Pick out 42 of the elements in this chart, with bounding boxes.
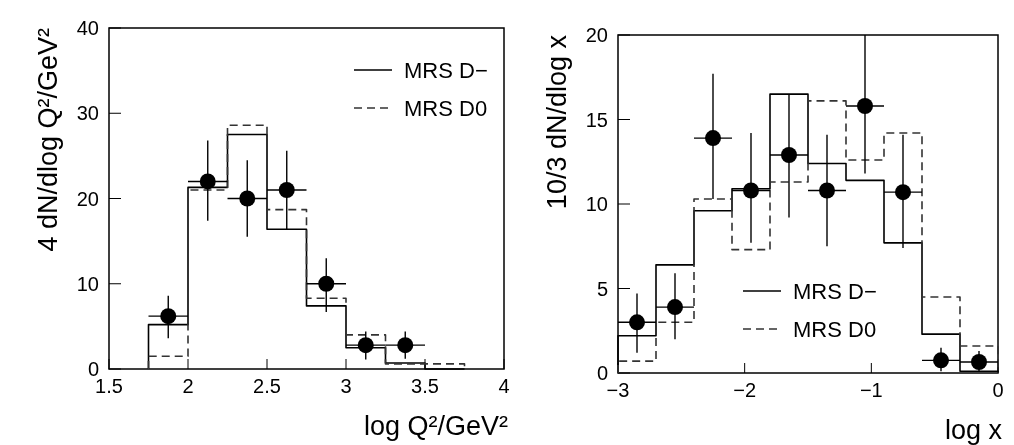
x-axis-title: log x: [944, 415, 1003, 445]
point: [397, 337, 414, 354]
y-tick-label: 10: [585, 193, 608, 215]
y-tick-label: 5: [596, 277, 608, 300]
x-tick-label: 3.5: [411, 375, 439, 397]
point: [819, 182, 835, 199]
point: [239, 190, 256, 207]
x-tick-label: 2.5: [253, 375, 281, 397]
y-tick-label: 10: [76, 272, 99, 295]
x-tick-label: −1: [859, 379, 883, 401]
y-tick-label: 40: [76, 17, 99, 39]
y-tick-label: 15: [585, 108, 608, 131]
point: [629, 314, 645, 331]
y-axis-title: 10/3 dN/dlog x: [542, 34, 572, 210]
point: [160, 308, 177, 325]
point: [318, 275, 335, 292]
legend-label: MRS D0: [793, 317, 877, 342]
point: [933, 352, 949, 369]
point: [705, 130, 721, 147]
point: [357, 337, 374, 354]
point: [781, 146, 797, 163]
x-axis-title: log Q²/GeV²: [363, 411, 509, 441]
x-tick-label: −3: [606, 379, 630, 401]
point: [667, 299, 683, 316]
point: [971, 354, 987, 371]
point: [278, 181, 295, 198]
point: [895, 184, 911, 201]
y-tick-label: 20: [76, 187, 99, 210]
legend-label: MRS D0: [404, 96, 488, 121]
x-tick-label: −2: [733, 379, 757, 401]
point: [857, 97, 873, 114]
point: [199, 173, 216, 190]
x-tick-label: 2: [182, 375, 194, 397]
y-tick-label: 20: [585, 24, 608, 46]
y-axis-title: 4 dN/dlog Q²/GeV²: [33, 27, 63, 252]
legend-label: MRS D−: [793, 279, 877, 304]
y-tick-label: 30: [76, 102, 99, 125]
x-tick-label: 0: [992, 379, 1004, 401]
x-tick-label: 3: [340, 375, 352, 397]
x-tick-label: 4: [498, 375, 510, 397]
legend-label: MRS D−: [404, 58, 488, 83]
point: [743, 182, 759, 199]
